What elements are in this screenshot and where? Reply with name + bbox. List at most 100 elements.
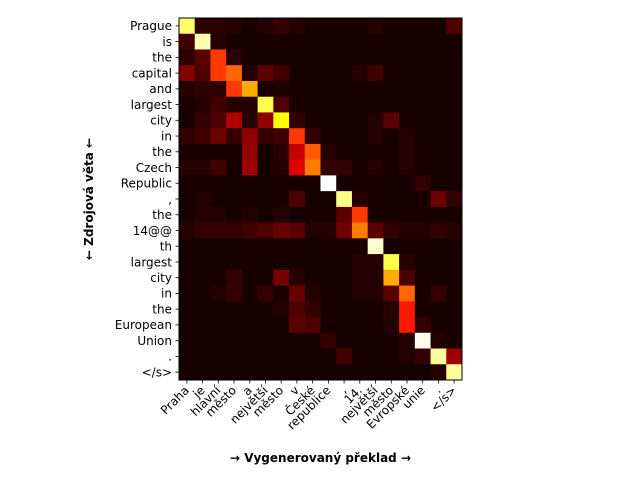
heatmap-cell <box>210 112 227 129</box>
heatmap-cell <box>383 238 400 255</box>
heatmap-cell <box>430 143 447 161</box>
heatmap-cell <box>351 159 369 176</box>
heatmap-cell <box>226 348 243 365</box>
heatmap-cell <box>304 364 321 381</box>
heatmap-cell <box>194 364 211 381</box>
heatmap-cell <box>304 269 321 286</box>
heatmap-cell <box>351 18 369 35</box>
heatmap-cell <box>320 222 337 239</box>
heatmap-cell <box>351 49 369 66</box>
heatmap-cell <box>210 269 227 286</box>
heatmap-cell <box>304 332 321 349</box>
heatmap-cell <box>241 301 259 318</box>
heatmap-cell <box>179 269 196 286</box>
heatmap-cell <box>367 18 384 35</box>
heatmap-cell <box>273 65 290 82</box>
heatmap-cell <box>336 128 353 145</box>
heatmap-cell <box>367 222 384 239</box>
heatmap-cell <box>430 285 447 302</box>
heatmap-cell <box>289 206 306 224</box>
heatmap-cell <box>273 128 290 145</box>
heatmap-cell <box>257 65 274 82</box>
heatmap-cell <box>351 33 369 50</box>
heatmap-cell <box>336 332 353 349</box>
heatmap-cell <box>383 191 400 208</box>
heatmap-cell <box>257 348 274 365</box>
heatmap-cell <box>273 96 290 113</box>
heatmap-cell <box>304 317 321 334</box>
heatmap-cell <box>289 65 306 82</box>
heatmap-cell <box>446 269 463 286</box>
heatmap-cell <box>179 301 196 318</box>
heatmap-cell <box>320 348 337 365</box>
heatmap-cell <box>179 191 196 208</box>
heatmap-cell <box>383 128 400 145</box>
y-tick-label: , <box>168 192 172 206</box>
heatmap-cell <box>336 285 353 302</box>
heatmap-cell <box>446 285 463 302</box>
heatmap-cell <box>383 143 400 161</box>
heatmap-cell <box>210 238 227 255</box>
heatmap-cell <box>414 317 431 334</box>
heatmap-cell <box>194 96 211 113</box>
heatmap-cell <box>446 206 463 224</box>
heatmap-cell <box>226 65 243 82</box>
heatmap-cells <box>179 18 463 381</box>
heatmap-cell <box>320 128 337 145</box>
heatmap-cell <box>351 364 369 381</box>
heatmap-cell <box>194 18 211 35</box>
heatmap-cell <box>399 348 416 365</box>
heatmap-cell <box>351 112 369 129</box>
heatmap-cell <box>446 332 463 349</box>
heatmap-cell <box>257 159 274 176</box>
heatmap-cell <box>226 285 243 302</box>
heatmap-cell <box>273 175 290 192</box>
heatmap-cell <box>399 175 416 192</box>
heatmap-cell <box>289 128 306 145</box>
heatmap-cell <box>446 18 463 35</box>
heatmap-cell <box>336 364 353 381</box>
heatmap-cell <box>273 206 290 224</box>
heatmap-cell <box>226 128 243 145</box>
heatmap-cell <box>241 175 259 192</box>
heatmap-cell <box>383 159 400 176</box>
heatmap-cell <box>430 317 447 334</box>
heatmap-cell <box>446 317 463 334</box>
heatmap-cell <box>336 301 353 318</box>
heatmap-cell <box>210 332 227 349</box>
y-tick-label: the <box>152 145 172 159</box>
y-tick-label: the <box>152 208 172 222</box>
heatmap-cell <box>367 348 384 365</box>
heatmap-cell <box>446 80 463 98</box>
heatmap-cell <box>430 191 447 208</box>
heatmap-cell <box>304 175 321 192</box>
heatmap-cell <box>367 159 384 176</box>
heatmap-cell <box>210 285 227 302</box>
heatmap-cell <box>446 254 463 271</box>
y-tick-label: city <box>150 114 172 128</box>
heatmap-cell <box>414 364 431 381</box>
heatmap-cell <box>289 222 306 239</box>
heatmap-cell <box>273 222 290 239</box>
heatmap-cell <box>367 364 384 381</box>
heatmap-cell <box>336 206 353 224</box>
heatmap-cell <box>194 269 211 286</box>
heatmap-cell <box>414 65 431 82</box>
heatmap-cell <box>367 285 384 302</box>
heatmap-cell <box>336 254 353 271</box>
heatmap-cell <box>446 222 463 239</box>
heatmap-cell <box>241 222 259 239</box>
heatmap-cell <box>351 348 369 365</box>
heatmap-cell <box>320 364 337 381</box>
heatmap-cell <box>273 254 290 271</box>
heatmap-cell <box>226 364 243 381</box>
heatmap-cell <box>273 18 290 35</box>
heatmap-cell <box>289 49 306 66</box>
heatmap-cell <box>367 65 384 82</box>
heatmap-cell <box>446 238 463 255</box>
heatmap-cell <box>446 159 463 176</box>
heatmap-cell <box>241 159 259 176</box>
heatmap-cell <box>414 143 431 161</box>
heatmap-cell <box>414 175 431 192</box>
heatmap-cell <box>226 49 243 66</box>
